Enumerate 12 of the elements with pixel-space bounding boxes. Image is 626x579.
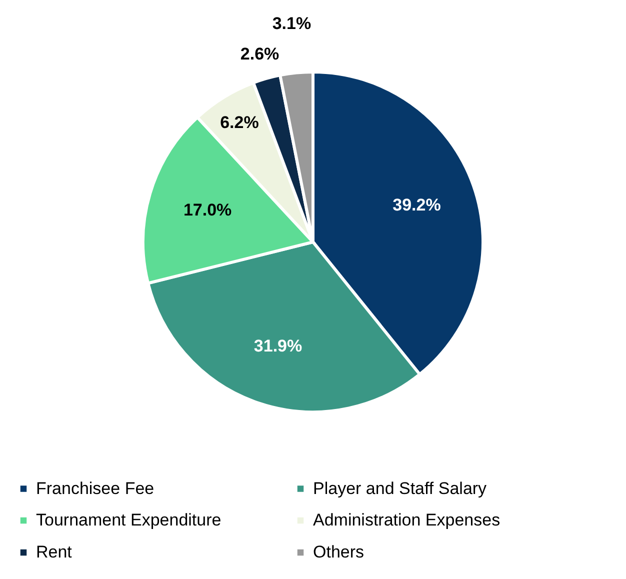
legend-label: Franchisee Fee bbox=[36, 478, 154, 498]
data-label: 6.2% bbox=[220, 112, 259, 132]
data-label: 3.1% bbox=[272, 14, 312, 34]
legend-label: Administration Expenses bbox=[313, 510, 500, 530]
legend-label: Others bbox=[313, 542, 364, 562]
data-label: 39.2% bbox=[392, 195, 441, 214]
data-label: 2.6% bbox=[240, 44, 280, 64]
data-label: 17.0% bbox=[183, 200, 232, 220]
legend-label: Rent bbox=[36, 542, 72, 562]
legend-label: Player and Staff Salary bbox=[313, 478, 488, 498]
data-label: 31.9% bbox=[254, 336, 302, 356]
legend-label: Tournament Expenditure bbox=[36, 510, 222, 530]
